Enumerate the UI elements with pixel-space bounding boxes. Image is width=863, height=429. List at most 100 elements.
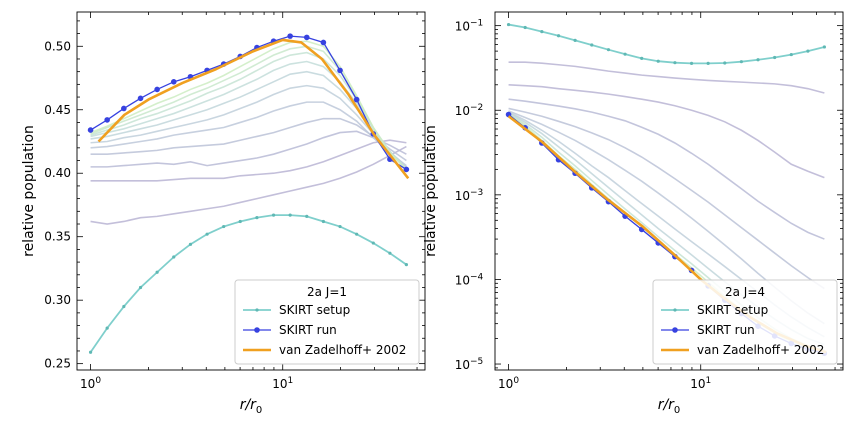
point-skirt-setup xyxy=(506,22,511,27)
point-skirt-run xyxy=(154,86,160,93)
point-skirt-run xyxy=(121,105,127,112)
x-tick-base: 10 xyxy=(498,377,513,391)
x-axis-label: r/r0 xyxy=(240,397,263,416)
legend-item: van Zadelhoff+ 2002 xyxy=(243,343,406,357)
point-skirt-setup xyxy=(172,255,176,259)
legend-title: 2a J=1 xyxy=(307,285,347,299)
legend-title: 2a J=4 xyxy=(725,285,765,299)
iteration-line-3 xyxy=(90,130,407,168)
axes-frame xyxy=(76,11,426,371)
y-tick-label: 0.45 xyxy=(44,103,71,117)
series-line-skirt-setup xyxy=(89,214,407,353)
legend-box xyxy=(234,279,420,365)
x-tick-exp: 1 xyxy=(706,376,712,386)
x-axis-label: r/r0 xyxy=(658,397,681,416)
iteration-line-2 xyxy=(508,83,825,179)
point-skirt-run xyxy=(320,39,327,46)
series-line-skirt-run xyxy=(90,35,407,170)
iteration-line-3 xyxy=(508,98,825,240)
point-skirt-setup xyxy=(138,285,143,290)
legend-marker xyxy=(672,327,678,333)
legend-label: SKIRT run xyxy=(697,323,755,337)
legend-label: SKIRT setup xyxy=(279,303,350,317)
point-skirt-setup xyxy=(88,350,93,354)
panel-left: 100 1010.250.300.350.400.450.50r/r0relati… xyxy=(21,11,426,416)
point-skirt-run xyxy=(170,79,177,85)
x-tick-label: 100 xyxy=(498,376,519,391)
point-skirt-setup xyxy=(122,304,126,309)
point-skirt-run xyxy=(303,34,310,41)
point-skirt-setup xyxy=(689,61,694,65)
y-tick-label: 10−4 xyxy=(455,272,484,287)
legend-item: SKIRT setup xyxy=(661,303,768,317)
axes-frame xyxy=(494,11,844,371)
point-skirt-run xyxy=(137,95,144,102)
point-skirt-setup xyxy=(355,232,359,236)
series-line-skirt-setup xyxy=(508,23,825,65)
iteration-line-4 xyxy=(508,107,825,290)
point-skirt-setup xyxy=(523,25,527,30)
point-skirt-setup xyxy=(321,219,326,224)
point-skirt-setup xyxy=(238,219,242,224)
legend-label: SKIRT run xyxy=(279,323,337,337)
legend-item: SKIRT setup xyxy=(243,303,350,317)
legend: 2a J=1 SKIRT setup SKIRT run van Zadelhoff+… xyxy=(234,279,420,365)
x-tick-label: 101 xyxy=(690,376,711,391)
x-tick-exp: 0 xyxy=(95,376,101,386)
point-skirt-run xyxy=(337,67,343,74)
point-skirt-setup xyxy=(606,48,611,52)
legend-label: van Zadelhoff+ 2002 xyxy=(697,343,824,357)
legend-marker xyxy=(673,308,677,312)
legend-label: SKIRT setup xyxy=(697,303,768,317)
point-skirt-run xyxy=(353,96,360,103)
iteration-line-4 xyxy=(90,117,407,162)
x-tick-base: 10 xyxy=(690,377,705,391)
plot-area xyxy=(87,33,410,354)
point-skirt-setup xyxy=(723,61,727,65)
y-tick-label: 0.50 xyxy=(44,39,71,53)
legend-item: SKIRT run xyxy=(661,323,755,337)
point-skirt-setup xyxy=(540,30,544,34)
point-skirt-setup xyxy=(371,241,375,245)
point-skirt-setup xyxy=(640,56,644,61)
iteration-line-11 xyxy=(90,40,407,170)
x-tick-base: 10 xyxy=(80,377,95,391)
y-tick-label: 0.35 xyxy=(44,230,71,244)
iteration-line-10 xyxy=(90,45,407,170)
point-skirt-setup xyxy=(556,34,561,38)
point-skirt-setup xyxy=(271,213,276,217)
point-skirt-setup xyxy=(706,61,710,65)
point-skirt-setup xyxy=(105,326,109,330)
x-tick-base: 10 xyxy=(272,377,287,391)
legend-item: van Zadelhoff+ 2002 xyxy=(661,343,824,357)
iteration-line-6 xyxy=(90,84,407,168)
point-skirt-run xyxy=(87,127,94,133)
legend: 2a J=4 SKIRT setup SKIRT run van Zadelhoff+… xyxy=(652,279,838,365)
point-skirt-run xyxy=(104,117,110,123)
iteration-line-5 xyxy=(90,101,407,167)
point-skirt-setup xyxy=(656,59,660,63)
series-line-van-zadelhoff xyxy=(97,38,410,180)
point-skirt-setup xyxy=(288,213,292,217)
legend-marker xyxy=(255,308,259,312)
x-tick-label: 101 xyxy=(272,376,293,391)
point-skirt-setup xyxy=(806,49,810,53)
point-skirt-setup xyxy=(188,242,193,246)
point-skirt-setup xyxy=(222,224,226,229)
iteration-line-2 xyxy=(90,139,407,182)
legend-label: van Zadelhoff+ 2002 xyxy=(279,343,406,357)
point-skirt-setup xyxy=(305,214,309,218)
y-tick-label: 10−3 xyxy=(455,188,484,203)
y-tick-label: 10−1 xyxy=(455,19,484,34)
point-skirt-setup xyxy=(404,263,408,267)
point-skirt-setup xyxy=(205,232,209,236)
point-skirt-setup xyxy=(573,38,577,42)
y-tick-label: 0.30 xyxy=(44,293,71,307)
point-skirt-setup xyxy=(590,43,594,47)
iteration-line-1 xyxy=(90,145,407,225)
point-skirt-setup xyxy=(822,45,826,49)
point-skirt-setup xyxy=(673,61,677,65)
point-skirt-setup xyxy=(739,60,744,64)
